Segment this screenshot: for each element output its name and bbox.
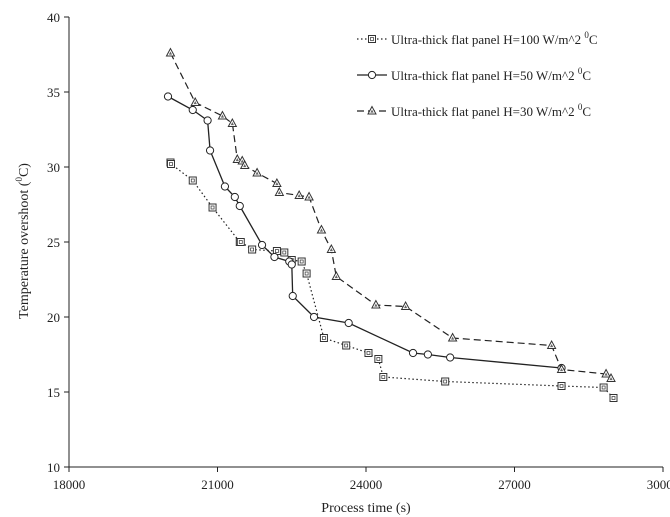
- legend-marker: [367, 70, 377, 80]
- data-point: [163, 92, 173, 101]
- data-point: [227, 117, 238, 127]
- series-line: [169, 162, 614, 399]
- series-layer: [163, 47, 618, 402]
- data-point: [252, 167, 262, 177]
- data-point: [248, 245, 257, 254]
- series-line: [169, 52, 612, 379]
- y-axis-title: Temperature overshoot (0C): [14, 163, 32, 319]
- x-tick-label: 21000: [201, 477, 234, 492]
- data-point: [446, 353, 455, 362]
- data-point: [316, 224, 327, 234]
- data-point: [400, 300, 411, 310]
- data-point: [599, 383, 608, 392]
- data-point: [274, 186, 285, 196]
- y-tick-label: 30: [47, 160, 60, 175]
- y-tick-label: 40: [47, 10, 60, 25]
- y-axis-title-sup: 0: [14, 177, 24, 182]
- data-point: [294, 189, 305, 199]
- data-point: [288, 291, 297, 301]
- data-point: [190, 96, 201, 106]
- legend: Ultra-thick flat panel H=100 W/m^2 0C Ult…: [357, 30, 598, 119]
- y-tick-label: 35: [47, 85, 60, 100]
- data-point: [331, 270, 342, 280]
- legend-item: Ultra-thick flat panel H=50 W/m^2 0C: [357, 66, 591, 83]
- data-point: [232, 153, 243, 163]
- data-point: [166, 160, 175, 168]
- data-point: [374, 355, 383, 363]
- y-tick-label: 25: [47, 235, 60, 250]
- data-point: [208, 203, 217, 212]
- data-point: [235, 201, 244, 211]
- series-circle: [163, 92, 566, 373]
- data-point: [326, 243, 337, 253]
- data-point: [408, 348, 418, 358]
- series-line: [167, 95, 562, 369]
- data-point: [205, 146, 215, 155]
- data-point: [297, 257, 306, 266]
- y-axis-title-main: Temperature overshoot (: [17, 181, 32, 319]
- data-point: [342, 341, 351, 350]
- legend-item: Ultra-thick flat panel H=30 W/m^2 0C: [357, 102, 591, 119]
- data-point: [344, 318, 353, 328]
- data-point: [364, 349, 373, 357]
- data-point: [188, 176, 197, 185]
- y-axis-title-end: C): [17, 163, 32, 177]
- data-point: [220, 182, 230, 191]
- x-tick-label: 30000: [647, 477, 670, 492]
- data-point: [606, 372, 616, 382]
- x-axis-title: Process time (s): [321, 501, 411, 516]
- data-point: [304, 191, 314, 201]
- data-point: [447, 332, 458, 342]
- data-point: [217, 110, 228, 120]
- x-tick-label: 24000: [350, 477, 383, 492]
- data-point: [371, 299, 381, 309]
- x-tick-label: 18000: [53, 477, 86, 492]
- y-tick-label: 15: [47, 385, 60, 400]
- legend-item: Ultra-thick flat panel H=100 W/m^2 0C: [357, 30, 598, 47]
- series-square: [166, 158, 618, 402]
- legend-marker: [368, 35, 376, 43]
- data-point: [302, 269, 311, 278]
- data-point: [423, 350, 432, 359]
- data-point: [319, 334, 328, 342]
- data-point: [556, 363, 567, 373]
- data-point: [601, 368, 611, 378]
- x-tick-label: 27000: [498, 477, 531, 492]
- data-point: [441, 377, 450, 386]
- data-point: [609, 394, 618, 402]
- data-point: [379, 373, 388, 381]
- data-point: [272, 177, 282, 187]
- data-point: [546, 339, 557, 349]
- axes: 10 15 20 25 30 35 40 18000 21000 24000 27000 30000: [47, 10, 670, 492]
- series-triangle: [165, 47, 616, 382]
- data-point: [188, 105, 197, 115]
- legend-label: Ultra-thick flat panel H=100 W/m^2 0C: [391, 30, 598, 47]
- data-point: [280, 248, 289, 257]
- legend-label: Ultra-thick flat panel H=30 W/m^2 0C: [391, 102, 591, 119]
- data-point: [270, 252, 279, 262]
- data-point: [203, 116, 212, 125]
- legend-marker: [367, 105, 377, 115]
- data-point: [309, 312, 319, 322]
- data-point: [287, 260, 296, 269]
- data-point: [230, 192, 239, 202]
- y-tick-label: 20: [47, 310, 60, 325]
- legend-label: Ultra-thick flat panel H=50 W/m^2 0C: [391, 66, 591, 83]
- data-point: [239, 159, 250, 169]
- data-point: [257, 240, 267, 250]
- data-point: [557, 382, 566, 390]
- data-point: [165, 47, 176, 57]
- y-tick-label: 10: [47, 460, 60, 475]
- data-point: [236, 238, 245, 246]
